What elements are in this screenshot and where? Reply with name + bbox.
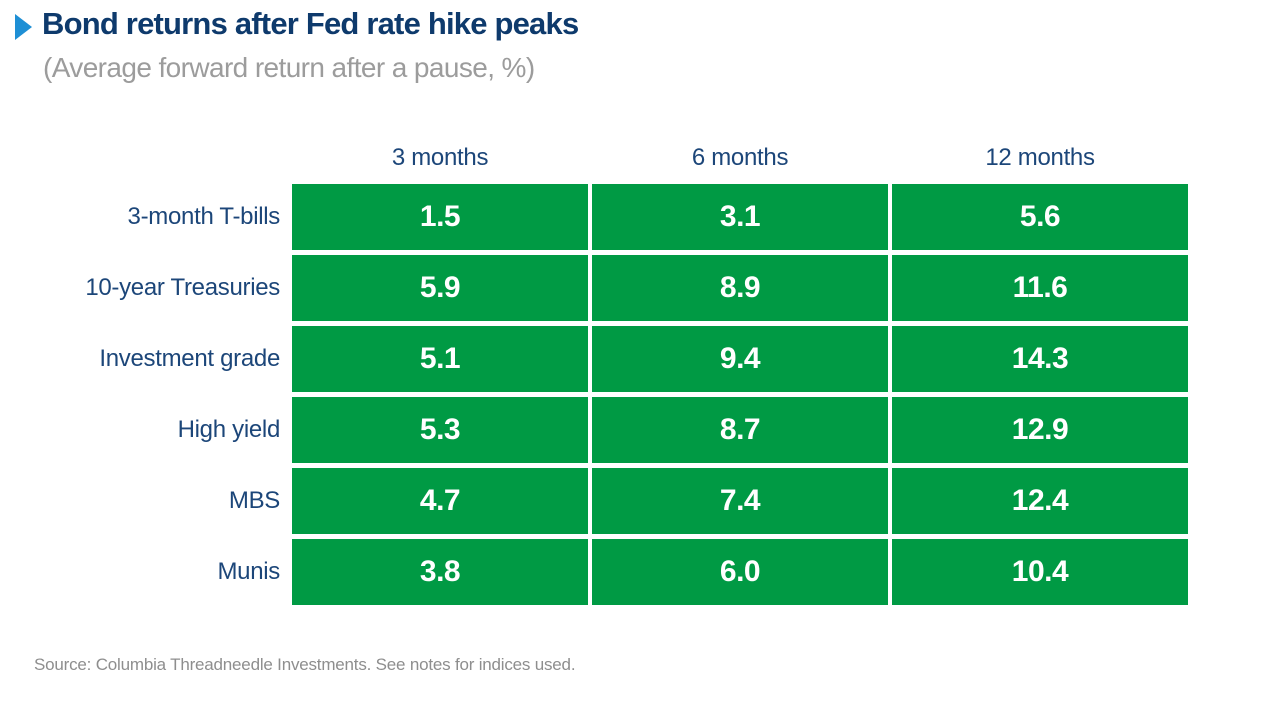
table-cell: 5.1	[292, 326, 588, 392]
table-cell: 1.5	[292, 184, 588, 250]
row-label-high-yield: High yield	[177, 416, 281, 443]
returns-table: 3 months 6 months 12 months 3-month T-bi…	[42, 136, 1188, 605]
row-label-investment-grade: Investment grade	[99, 345, 280, 372]
table-cell: 6.0	[592, 539, 888, 605]
table-cell: 8.9	[592, 255, 888, 321]
row-label-munis: Munis	[217, 558, 280, 585]
table-cell: 5.9	[292, 255, 588, 321]
table-cell: 7.4	[592, 468, 888, 534]
table-cell: 4.7	[292, 468, 588, 534]
source-note: Source: Columbia Threadneedle Investment…	[34, 655, 576, 674]
table-cell: 10.4	[892, 539, 1188, 605]
table-cell: 12.4	[892, 468, 1188, 534]
column-header-6-months: 6 months	[691, 143, 789, 171]
chart-title: Bond returns after Fed rate hike peaks	[42, 6, 579, 41]
table-cell: 5.6	[892, 184, 1188, 250]
row-label-t-bills: 3-month T-bills	[127, 203, 281, 230]
table-cell: 9.4	[592, 326, 888, 392]
column-header-3-months: 3 months	[391, 143, 489, 171]
chart-subtitle: (Average forward return after a pause, %…	[43, 52, 535, 83]
table-cell: 12.9	[892, 397, 1188, 463]
table-cell: 11.6	[892, 255, 1188, 321]
table-corner-spacer	[42, 136, 288, 179]
title-arrow-icon	[15, 14, 32, 40]
row-label-mbs: MBS	[228, 487, 280, 514]
table-cell: 3.8	[292, 539, 588, 605]
table-cell: 8.7	[592, 397, 888, 463]
table-cell: 5.3	[292, 397, 588, 463]
row-label-treasuries: 10-year Treasuries	[85, 274, 280, 301]
table-cell: 14.3	[892, 326, 1188, 392]
column-header-12-months: 12 months	[985, 143, 1095, 171]
table-cell: 3.1	[592, 184, 888, 250]
